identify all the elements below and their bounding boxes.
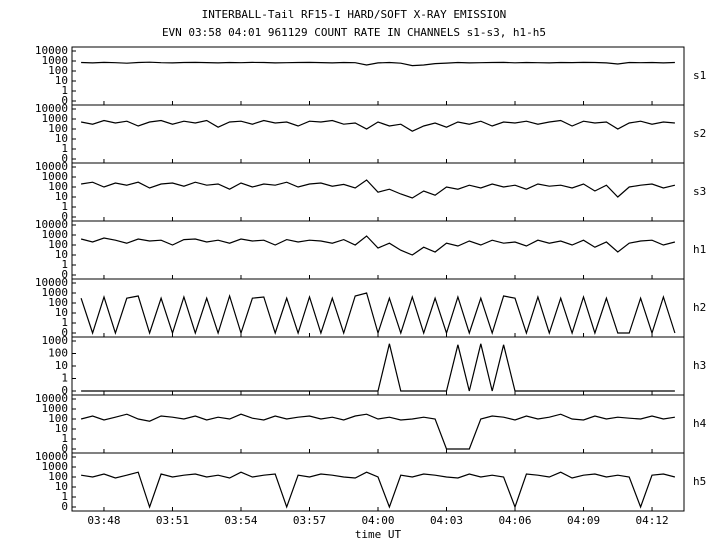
y-tick-label: 100 — [48, 64, 68, 77]
y-tick-label: 1000 — [42, 112, 69, 125]
y-tick-label: 1000 — [42, 228, 69, 241]
y-tick-label: 100 — [48, 238, 68, 251]
y-tick-label: 1000 — [42, 286, 69, 299]
x-tick-label: 04:09 — [567, 514, 600, 527]
y-tick-label: 1 — [61, 142, 68, 155]
x-tick-label: 03:48 — [87, 514, 120, 527]
y-tick-label: 0 — [61, 500, 68, 513]
y-tick-label: 10 — [55, 132, 68, 145]
y-tick-label: 100 — [48, 412, 68, 425]
y-tick-label: 10 — [55, 422, 68, 435]
y-tick-label: 10000 — [35, 450, 68, 463]
y-tick-label: 10000 — [35, 160, 68, 173]
y-tick-label: 1 — [61, 200, 68, 213]
series-line — [80, 119, 675, 132]
chart-title: INTERBALL-Tail RF15-I HARD/SOFT X-RAY EM… — [202, 8, 507, 21]
y-tick-label: 0 — [61, 94, 68, 107]
y-tick-label: 10 — [55, 480, 68, 493]
panel-label: h2 — [693, 301, 706, 314]
y-tick-label: 1 — [61, 372, 68, 385]
y-tick-label: 100 — [48, 470, 68, 483]
y-tick-label: 1 — [61, 258, 68, 271]
chart-subtitle: EVN 03:58 04:01 961129 COUNT RATE IN CHA… — [162, 26, 546, 39]
y-tick-label: 10 — [55, 306, 68, 319]
y-tick-label: 10000 — [35, 218, 68, 231]
y-tick-label: 1000 — [42, 170, 69, 183]
y-tick-label: 10 — [55, 248, 68, 261]
y-tick-label: 0 — [61, 210, 68, 223]
y-tick-label: 1000 — [42, 54, 69, 67]
y-tick-label: 1000 — [42, 334, 69, 347]
panel-label: h1 — [693, 243, 706, 256]
panel-label: h5 — [693, 475, 706, 488]
x-tick-label: 03:51 — [156, 514, 189, 527]
y-tick-label: 1 — [61, 490, 68, 503]
y-tick-label: 10 — [55, 359, 68, 372]
series-line — [81, 343, 675, 392]
series-line — [80, 292, 676, 336]
x-tick-label: 04:03 — [430, 514, 463, 527]
panel-label: s1 — [693, 69, 706, 82]
panel-label: s3 — [693, 185, 706, 198]
x-tick-label: 03:57 — [293, 514, 326, 527]
series-line — [81, 471, 676, 509]
y-tick-label: 0 — [61, 268, 68, 281]
y-tick-label: 100 — [48, 122, 68, 135]
series-line — [80, 235, 676, 256]
y-tick-label: 1000 — [42, 460, 69, 473]
series-line — [81, 179, 676, 199]
y-tick-label: 1000 — [42, 402, 69, 415]
x-tick-label: 04:06 — [498, 514, 531, 527]
series-line — [81, 61, 675, 67]
series-line — [80, 413, 675, 450]
y-tick-label: 0 — [61, 442, 68, 455]
y-tick-label: 100 — [48, 347, 68, 360]
x-tick-label: 04:12 — [635, 514, 668, 527]
x-tick-label: 03:54 — [224, 514, 257, 527]
y-tick-label: 0 — [61, 384, 68, 397]
y-tick-label: 10000 — [35, 392, 68, 405]
y-tick-label: 1 — [61, 316, 68, 329]
y-tick-label: 0 — [61, 326, 68, 339]
x-axis-label: time UT — [355, 528, 402, 541]
y-tick-label: 10 — [55, 190, 68, 203]
y-tick-label: 100 — [48, 296, 68, 309]
panel-label: s2 — [693, 127, 706, 140]
panel-label: h4 — [693, 417, 707, 430]
y-tick-label: 100 — [48, 180, 68, 193]
panel-label: h3 — [693, 359, 706, 372]
y-tick-label: 1 — [61, 432, 68, 445]
y-tick-label: 0 — [61, 152, 68, 165]
y-tick-label: 10 — [55, 74, 68, 87]
y-tick-label: 10000 — [35, 102, 68, 115]
y-tick-label: 1 — [61, 84, 68, 97]
y-tick-label: 10000 — [35, 276, 68, 289]
x-tick-label: 04:00 — [361, 514, 394, 527]
y-tick-label: 10000 — [35, 44, 68, 57]
